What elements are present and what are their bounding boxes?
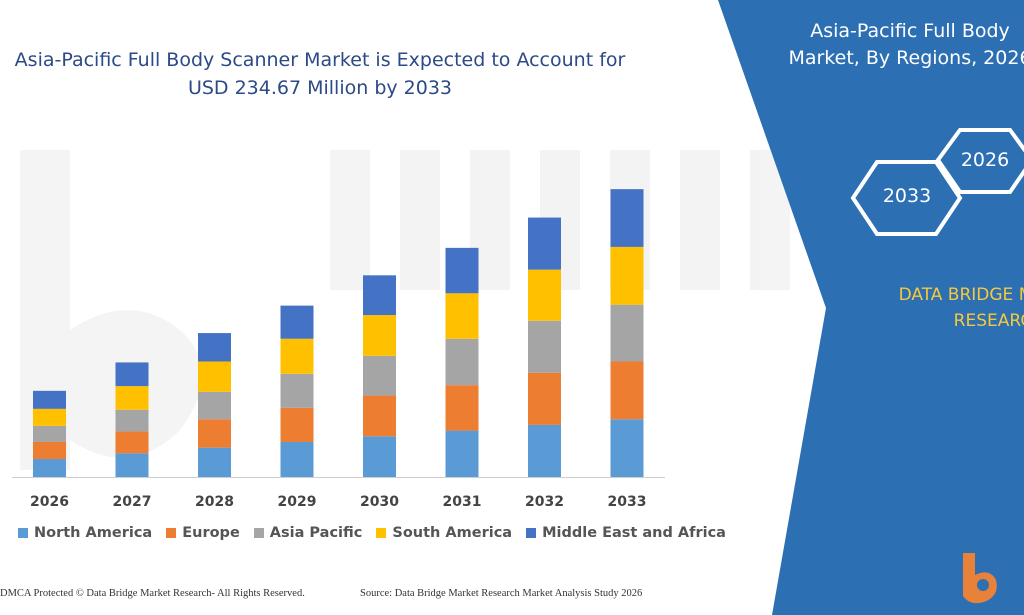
bar-segment bbox=[33, 408, 66, 426]
bar-segment bbox=[198, 419, 231, 448]
legend-swatch bbox=[166, 528, 177, 538]
x-tick-label: 2033 bbox=[608, 494, 647, 510]
bar-segment bbox=[528, 372, 561, 425]
bar-segment bbox=[610, 361, 644, 420]
chart-title-line2: USD 234.67 Million by 2033 bbox=[187, 77, 453, 99]
hexagon-left-label: 2033 bbox=[882, 185, 932, 207]
hexagon-right-label: 2026 bbox=[960, 149, 1010, 171]
bar-segment bbox=[33, 459, 66, 477]
panel-title-line1: Asia-Pacific Full Body bbox=[810, 20, 1010, 42]
panel-title: Asia-Pacific Full Body Market, By Region… bbox=[780, 18, 1024, 72]
bar-segment bbox=[115, 409, 149, 432]
bar-segment bbox=[528, 320, 561, 373]
chart-title: Asia-Pacific Full Body Scanner Market is… bbox=[0, 46, 640, 102]
hexagon-right bbox=[935, 128, 1024, 194]
bar-segment bbox=[280, 373, 314, 408]
legend-item: Middle East and Africa bbox=[526, 525, 726, 541]
legend-item: South America bbox=[376, 525, 512, 541]
footer-copyright: DMCA Protected © Data Bridge Market Rese… bbox=[0, 588, 305, 599]
bar-segment bbox=[363, 395, 396, 437]
right-panel bbox=[718, 0, 1024, 615]
bar-segment bbox=[610, 419, 644, 477]
legend-swatch bbox=[18, 528, 28, 538]
footer-source: Source: Data Bridge Market Research Mark… bbox=[360, 588, 643, 599]
bar-segment bbox=[198, 447, 231, 477]
panel-title-line2: Market, By Regions, 2026 bbox=[788, 47, 1024, 69]
bar-segment bbox=[528, 269, 561, 321]
legend-swatch bbox=[526, 528, 537, 538]
legend-label: North America bbox=[34, 525, 153, 541]
bar-segment bbox=[445, 293, 479, 339]
bar-segment bbox=[33, 390, 66, 409]
bar-segment bbox=[445, 385, 479, 431]
bar-segment bbox=[280, 305, 314, 339]
brand-name: DATA BRIDGE MA RESEARCH bbox=[845, 282, 1024, 334]
x-tick-label: 2030 bbox=[360, 494, 399, 510]
bar-segment bbox=[33, 441, 66, 460]
legend-label: Middle East and Africa bbox=[542, 525, 726, 541]
bar-segment bbox=[610, 189, 644, 247]
bar-segment bbox=[115, 386, 149, 410]
bar-segment bbox=[33, 425, 66, 442]
chart-title-line1: Asia-Pacific Full Body Scanner Market is… bbox=[14, 49, 626, 71]
bar-segment bbox=[528, 217, 561, 270]
bar-segment bbox=[198, 361, 231, 392]
legend-swatch bbox=[376, 528, 387, 538]
x-tick-label: 2026 bbox=[30, 494, 69, 510]
x-tick-label: 2032 bbox=[525, 494, 564, 510]
bar-segment bbox=[280, 441, 314, 477]
bar-segment bbox=[363, 355, 396, 396]
brand-logo bbox=[963, 553, 997, 604]
bar-segment bbox=[115, 431, 149, 454]
legend-label: Asia Pacific bbox=[269, 525, 363, 541]
bar-segment bbox=[610, 304, 644, 362]
brand-name-line1: DATA BRIDGE MA bbox=[898, 285, 1024, 305]
legend-item: Europe bbox=[166, 525, 240, 541]
legend-label: Europe bbox=[182, 525, 240, 541]
bar-segment bbox=[280, 338, 314, 374]
x-tick-label: 2027 bbox=[113, 494, 152, 510]
x-tick-label: 2031 bbox=[443, 494, 482, 510]
bar-segment bbox=[198, 333, 231, 362]
bar-segment bbox=[363, 315, 396, 356]
legend-item: North America bbox=[18, 525, 152, 541]
bar-segment bbox=[115, 362, 149, 387]
bar-segment bbox=[610, 246, 644, 305]
bar-segment bbox=[363, 275, 396, 316]
bar-segment bbox=[363, 436, 396, 477]
x-tick-label: 2029 bbox=[278, 494, 317, 510]
bar-segment bbox=[280, 407, 314, 442]
bar-segment bbox=[198, 391, 231, 420]
chart-legend: North America Europe Asia Pacific South Ame… bbox=[18, 525, 726, 541]
brand-name-line2: RESEARCH bbox=[953, 311, 1024, 331]
hexagon-left bbox=[850, 160, 963, 236]
legend-item: Asia Pacific bbox=[253, 525, 363, 541]
legend-swatch bbox=[253, 528, 264, 538]
x-tick-label: 2028 bbox=[195, 494, 234, 510]
legend-label: South America bbox=[392, 525, 513, 541]
bar-segment bbox=[445, 247, 479, 294]
bar-segment bbox=[445, 430, 479, 477]
bar-segment bbox=[115, 453, 149, 477]
bar-segment bbox=[528, 424, 561, 477]
bar-segment bbox=[445, 338, 479, 386]
